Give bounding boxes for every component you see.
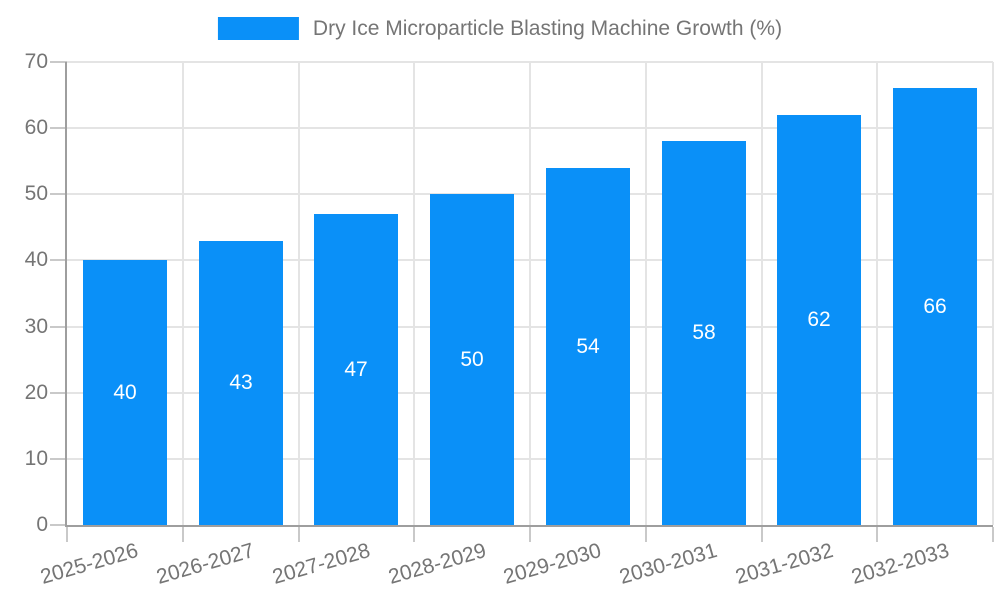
y-tick-mark [50,127,67,130]
x-tick-label: 2025-2026 [38,539,142,589]
x-tick-mark [529,527,531,542]
x-tick-mark [876,527,879,542]
x-tick-mark [297,527,300,542]
x-tick-mark [66,527,68,542]
x-axis-line [65,525,993,527]
y-tick-label: 30 [24,314,48,338]
x-tick-label: 2026-2027 [154,539,257,589]
y-tick-label: 10 [24,446,48,470]
gridline-vertical [644,62,647,525]
x-tick-mark [181,527,184,542]
y-tick-label: 20 [24,380,48,404]
gridline-vertical [413,62,416,525]
x-tick-label: 2029-2030 [501,539,605,589]
bar[interactable]: 66 [893,88,977,525]
x-tick-mark [760,527,763,542]
x-tick-mark [992,527,994,542]
bar[interactable]: 43 [199,241,283,525]
legend-swatch [217,17,299,40]
x-tick-mark [644,527,647,542]
x-tick-label: 2030-2031 [617,539,720,589]
legend-label: Dry Ice Microparticle Blasting Machine G… [312,17,783,40]
gridline-vertical [297,62,300,525]
gridline-vertical [529,62,531,525]
x-tick-label: 2027-2028 [269,539,373,589]
gridline-vertical [992,62,994,525]
bar[interactable]: 58 [662,141,746,525]
bar-value-label: 54 [576,334,600,358]
bar-value-label: 50 [460,347,484,371]
bar[interactable]: 62 [777,115,861,525]
x-tick-mark [413,527,416,542]
bar[interactable]: 40 [83,260,167,525]
y-tick-mark [50,259,67,262]
bar-value-label: 47 [344,357,368,381]
bar-value-label: 66 [923,294,947,318]
gridline-vertical [760,62,763,525]
y-tick-label: 40 [24,248,48,272]
x-tick-label: 2032-2033 [848,539,952,589]
bar-value-label: 62 [807,308,831,331]
x-tick-label: 2028-2029 [385,539,489,589]
bar-value-label: 58 [692,321,716,344]
y-tick-mark [50,457,67,460]
bar[interactable]: 47 [314,214,398,525]
x-tick-label: 2031-2032 [732,539,836,589]
y-axis-line [65,62,67,527]
y-tick-label: 50 [24,182,48,206]
bar-value-label: 43 [229,371,253,394]
y-tick-label: 0 [36,513,48,536]
chart-legend[interactable]: Dry Ice Microparticle Blasting Machine G… [217,17,783,40]
bar[interactable]: 50 [430,194,514,525]
y-tick-mark [50,193,67,196]
bar[interactable]: 54 [546,168,630,525]
y-tick-mark [50,391,67,394]
y-tick-mark [50,524,67,526]
y-tick-mark [50,61,67,63]
y-tick-label: 60 [24,116,48,140]
gridline-vertical [181,62,184,525]
bar-value-label: 40 [113,380,137,404]
y-tick-mark [50,325,67,328]
y-tick-label: 70 [24,50,48,73]
gridline-vertical [876,62,879,525]
